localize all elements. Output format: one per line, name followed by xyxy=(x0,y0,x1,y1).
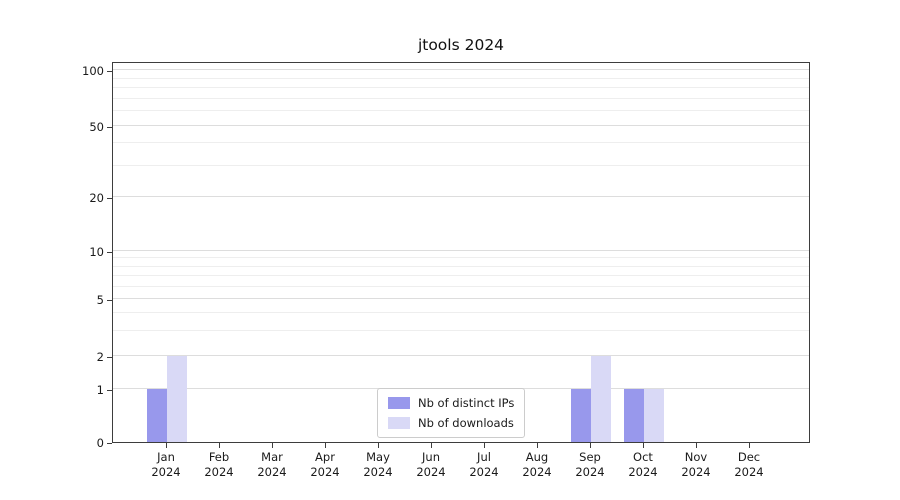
minor-gridline xyxy=(113,77,809,79)
y-tick-label: 5 xyxy=(96,293,104,308)
y-tick-mark xyxy=(107,300,112,302)
legend-item-distinct-ips: Nb of distinct IPs xyxy=(388,396,514,410)
x-tick-label: Mar 2024 xyxy=(240,450,304,480)
legend-swatch-downloads xyxy=(388,417,410,429)
x-tick-label: May 2024 xyxy=(346,450,410,480)
bar-downloads-sep xyxy=(591,355,611,442)
minor-gridline xyxy=(113,329,809,331)
x-tick-year: 2024 xyxy=(575,465,605,479)
x-tick-year: 2024 xyxy=(522,465,552,479)
y-tick-label: 1 xyxy=(96,383,104,398)
y-tick-mark xyxy=(107,71,112,73)
x-tick-year: 2024 xyxy=(681,465,711,479)
x-tick-year: 2024 xyxy=(469,465,499,479)
minor-gridline xyxy=(113,87,809,89)
y-tick-label: 2 xyxy=(96,349,104,364)
major-gridline xyxy=(113,354,809,356)
x-tick-month: Jan xyxy=(157,450,175,464)
x-tick-mark xyxy=(590,443,591,448)
legend-swatch-distinct-ips xyxy=(388,397,410,409)
x-tick-year: 2024 xyxy=(204,465,234,479)
major-gridline xyxy=(113,69,809,71)
x-tick-mark xyxy=(537,443,538,448)
x-tick-month: Jul xyxy=(477,450,491,464)
x-tick-month: Apr xyxy=(315,450,335,464)
x-tick-mark xyxy=(166,443,167,448)
x-tick-label: Feb 2024 xyxy=(187,450,251,480)
minor-gridline xyxy=(113,164,809,166)
minor-gridline xyxy=(113,97,809,99)
x-tick-month: Aug xyxy=(525,450,549,464)
major-gridline xyxy=(113,196,809,198)
x-tick-label: Jan 2024 xyxy=(134,450,198,480)
x-tick-label: Jun 2024 xyxy=(399,450,463,480)
x-tick-mark xyxy=(696,443,697,448)
y-tick-mark xyxy=(107,443,112,444)
y-tick-mark xyxy=(107,356,112,358)
x-tick-month: Nov xyxy=(684,450,708,464)
y-tick-label: 20 xyxy=(89,191,104,206)
x-tick-year: 2024 xyxy=(416,465,446,479)
bar-distinct-ips-oct xyxy=(624,389,644,442)
x-tick-month: May xyxy=(366,450,390,464)
bar-distinct-ips-jan xyxy=(147,389,167,442)
y-tick-mark xyxy=(107,390,112,392)
x-tick-month: Oct xyxy=(633,450,653,464)
x-tick-year: 2024 xyxy=(363,465,393,479)
y-tick-label: 10 xyxy=(89,245,104,260)
x-tick-mark xyxy=(749,443,750,448)
x-tick-mark xyxy=(484,443,485,448)
legend: Nb of distinct IPs Nb of downloads xyxy=(377,388,526,438)
x-tick-label: Nov 2024 xyxy=(664,450,728,480)
minor-gridline xyxy=(113,311,809,313)
x-tick-year: 2024 xyxy=(310,465,340,479)
x-tick-label: Jul 2024 xyxy=(452,450,516,480)
x-tick-month: Feb xyxy=(208,450,230,464)
x-tick-year: 2024 xyxy=(628,465,658,479)
minor-gridline xyxy=(113,285,809,287)
x-tick-year: 2024 xyxy=(151,465,181,479)
minor-gridline xyxy=(113,274,809,276)
legend-item-downloads: Nb of downloads xyxy=(388,416,514,430)
minor-gridline xyxy=(113,257,809,259)
major-gridline xyxy=(113,250,809,252)
y-tick-mark xyxy=(107,198,112,200)
minor-gridline xyxy=(113,265,809,267)
bar-distinct-ips-sep xyxy=(571,389,591,442)
minor-gridline xyxy=(113,110,809,112)
x-tick-year: 2024 xyxy=(257,465,287,479)
x-tick-month: Jun xyxy=(422,450,440,464)
y-tick-mark xyxy=(107,127,112,129)
x-tick-mark xyxy=(272,443,273,448)
x-tick-mark xyxy=(325,443,326,448)
y-tick-label: 0 xyxy=(96,436,104,450)
major-gridline xyxy=(113,298,809,300)
x-tick-month: Dec xyxy=(737,450,761,464)
x-tick-mark xyxy=(431,443,432,448)
x-tick-month: Sep xyxy=(579,450,601,464)
y-tick-label: 100 xyxy=(82,64,104,79)
y-tick-label: 50 xyxy=(89,120,104,135)
x-tick-mark xyxy=(378,443,379,448)
legend-label-downloads: Nb of downloads xyxy=(418,416,514,430)
x-tick-mark xyxy=(219,443,220,448)
minor-gridline xyxy=(113,142,809,144)
x-tick-label: Aug 2024 xyxy=(505,450,569,480)
x-tick-year: 2024 xyxy=(734,465,764,479)
chart-title: jtools 2024 xyxy=(417,36,505,54)
bar-downloads-oct xyxy=(644,389,664,442)
x-tick-label: Sep 2024 xyxy=(558,450,622,480)
y-tick-mark xyxy=(107,252,112,254)
x-tick-label: Dec 2024 xyxy=(717,450,781,480)
x-tick-mark xyxy=(643,443,644,448)
x-tick-label: Oct 2024 xyxy=(611,450,675,480)
plot-area xyxy=(112,62,810,443)
major-gridline xyxy=(113,125,809,127)
legend-label-distinct-ips: Nb of distinct IPs xyxy=(418,396,515,410)
x-tick-month: Mar xyxy=(261,450,283,464)
x-tick-label: Apr 2024 xyxy=(293,450,357,480)
bar-downloads-jan xyxy=(167,355,187,442)
